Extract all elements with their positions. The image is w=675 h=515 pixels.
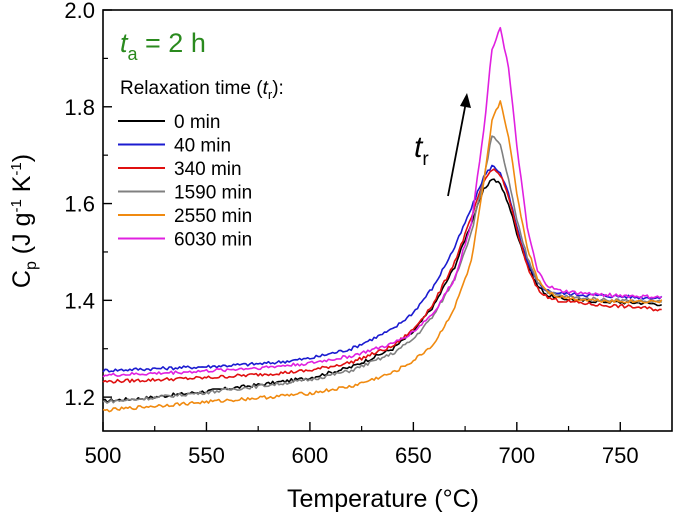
y-axis-title-mid: K	[8, 175, 36, 199]
y-tick-label: 1.4	[64, 288, 95, 313]
legend-title-prefix: Relaxation time (	[120, 78, 263, 99]
annealing-annotation: ta = 2 h	[120, 28, 206, 64]
series-line-6030-min	[102, 26, 662, 378]
trend-arrow-head	[460, 93, 471, 108]
legend-label: 0 min	[174, 112, 220, 133]
x-tick-label: 600	[292, 443, 329, 468]
y-axis-title-sup2: -1	[8, 162, 25, 175]
annealing-annotation-sub: a	[128, 44, 139, 64]
y-tick-label: 1.8	[64, 95, 95, 120]
annealing-annotation-rest: = 2 h	[138, 28, 206, 58]
x-axis-title: Temperature (°C)	[287, 485, 479, 513]
series-layer	[102, 26, 663, 413]
legend-label: 6030 min	[174, 230, 252, 251]
annealing-annotation-t: t	[120, 28, 129, 58]
trend-arrow-line	[447, 101, 467, 197]
legend-title-t: t	[263, 78, 269, 99]
series-line-2550-min	[102, 100, 663, 413]
x-tick-label: 750	[602, 443, 639, 468]
y-tick-label: 1.6	[64, 192, 95, 217]
x-tick-label: 700	[498, 443, 535, 468]
y-axis-title-base: C	[8, 270, 36, 288]
y-axis-title-close: )	[8, 154, 36, 162]
trend-arrow-label-t: t	[414, 131, 424, 164]
axis-ticks: 500 550 600 650 700 750 1.2 1.4 1.6 1.8 2.0	[64, 0, 638, 468]
y-axis-title-sub: p	[23, 261, 40, 270]
trend-arrow-label: tr	[414, 131, 429, 170]
legend-label: 1590 min	[174, 183, 252, 204]
legend-title: Relaxation time (tr):	[120, 78, 284, 102]
trend-arrow-label-sub: r	[422, 149, 429, 170]
legend-label: 40 min	[174, 136, 231, 157]
x-tick-label: 550	[188, 443, 225, 468]
plot-frame	[102, 9, 673, 432]
legend-title-sub: r	[268, 87, 273, 102]
legend-label: 340 min	[174, 159, 242, 180]
y-axis-title-sup1: -1	[8, 199, 25, 212]
x-tick-label: 500	[85, 443, 122, 468]
legend-title-suffix: ):	[272, 78, 284, 99]
series-line-340-min	[102, 168, 662, 384]
y-tick-label: 2.0	[64, 0, 95, 23]
y-axis-title: Cp (J g-1 K-1)	[8, 154, 40, 288]
legend-label: 2550 min	[174, 206, 252, 227]
y-axis-title-unit: (J g	[8, 213, 36, 262]
y-tick-label: 1.2	[64, 385, 95, 410]
x-tick-label: 650	[395, 443, 432, 468]
